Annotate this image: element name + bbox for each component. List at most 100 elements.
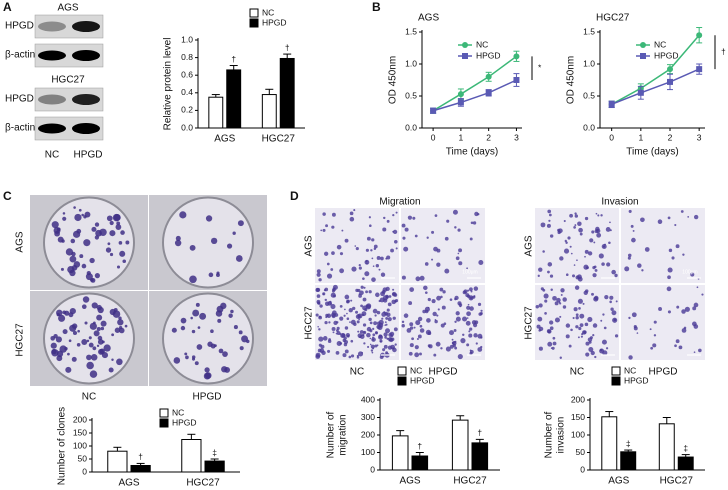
cell bbox=[416, 337, 419, 341]
colony bbox=[210, 343, 216, 349]
cell bbox=[609, 300, 612, 304]
cell bbox=[578, 227, 583, 233]
cell bbox=[631, 237, 636, 243]
cell bbox=[431, 258, 434, 261]
cell bbox=[348, 355, 352, 359]
bar bbox=[391, 435, 409, 471]
cell bbox=[564, 239, 567, 243]
cell bbox=[336, 326, 340, 330]
x-tick-label: AGS bbox=[118, 478, 139, 489]
cell bbox=[614, 334, 619, 338]
colony bbox=[174, 239, 182, 247]
colony bbox=[237, 220, 244, 227]
transwell-photo bbox=[621, 208, 705, 283]
cell bbox=[389, 331, 395, 337]
y-tick-label: 200 bbox=[73, 414, 87, 424]
cell bbox=[433, 353, 437, 357]
cell bbox=[538, 346, 543, 351]
colony bbox=[70, 238, 76, 244]
cell bbox=[649, 328, 652, 331]
cell bbox=[585, 341, 590, 346]
cell bbox=[339, 252, 344, 256]
blot-band bbox=[72, 50, 100, 61]
cell bbox=[583, 264, 589, 270]
cell bbox=[372, 333, 376, 337]
cell bbox=[547, 262, 553, 267]
cell bbox=[687, 215, 690, 218]
legend-swatch bbox=[159, 408, 169, 418]
cell bbox=[631, 312, 637, 318]
colony bbox=[89, 370, 98, 378]
chart-title: HGC27 bbox=[596, 13, 630, 24]
cell bbox=[378, 334, 383, 340]
colony bbox=[56, 309, 63, 317]
cell bbox=[452, 209, 458, 215]
cell bbox=[556, 297, 561, 303]
cell bbox=[424, 262, 429, 266]
cell bbox=[604, 295, 609, 300]
column-label: NC bbox=[350, 367, 364, 378]
legend-label: NC bbox=[262, 7, 274, 17]
y-tick-label: 50 bbox=[576, 447, 586, 457]
y-tick-label: 0.5 bbox=[583, 90, 595, 100]
colony bbox=[120, 230, 125, 235]
cell bbox=[366, 332, 371, 338]
cell bbox=[325, 316, 328, 319]
colony bbox=[55, 336, 62, 343]
colony bbox=[106, 215, 113, 222]
cell bbox=[340, 332, 346, 338]
cell bbox=[690, 272, 695, 277]
x-tick-label: AGS bbox=[399, 476, 420, 487]
legend-swatch bbox=[611, 376, 621, 386]
cell bbox=[587, 337, 593, 342]
colony bbox=[64, 346, 68, 351]
cell bbox=[378, 268, 381, 271]
cell bbox=[563, 248, 570, 254]
colony bbox=[116, 265, 121, 269]
x-tick-label: HGC27 bbox=[186, 478, 220, 489]
cell bbox=[594, 229, 599, 234]
cell bbox=[569, 213, 573, 218]
cell bbox=[540, 287, 544, 291]
cell bbox=[384, 336, 387, 339]
legend-marker bbox=[640, 53, 646, 59]
cell bbox=[559, 315, 562, 318]
cell bbox=[316, 287, 321, 292]
cell bbox=[344, 326, 349, 330]
lane-label: NC bbox=[45, 150, 59, 161]
cell bbox=[573, 226, 576, 229]
colony bbox=[228, 313, 233, 318]
cell bbox=[373, 321, 378, 326]
cell bbox=[324, 251, 329, 256]
cell bbox=[377, 324, 383, 330]
cell bbox=[326, 262, 330, 266]
cell bbox=[378, 299, 381, 303]
x-tick-label: 1 bbox=[459, 132, 464, 142]
colony bbox=[94, 273, 100, 279]
cell bbox=[671, 256, 675, 260]
colony bbox=[81, 263, 87, 269]
cell bbox=[624, 266, 630, 272]
cell bbox=[578, 307, 581, 310]
cell bbox=[349, 321, 351, 324]
cell bbox=[668, 248, 673, 253]
column-label: NC bbox=[82, 392, 96, 403]
blot-row: HPGD bbox=[5, 21, 34, 32]
cell bbox=[376, 310, 381, 315]
colony bbox=[116, 221, 121, 226]
cell bbox=[365, 248, 369, 252]
cell bbox=[550, 288, 553, 292]
cell bbox=[316, 272, 321, 277]
cell bbox=[411, 337, 414, 341]
cell bbox=[372, 327, 375, 331]
cell bbox=[344, 308, 346, 311]
x-tick-label: HGC27 bbox=[453, 476, 487, 487]
cell bbox=[436, 314, 439, 317]
y-tick-label: 0.4 bbox=[181, 87, 193, 97]
cell bbox=[593, 265, 597, 269]
line bbox=[611, 68, 700, 106]
cell bbox=[359, 290, 364, 296]
cell bbox=[674, 344, 677, 348]
point bbox=[430, 107, 437, 114]
colony bbox=[105, 247, 112, 253]
